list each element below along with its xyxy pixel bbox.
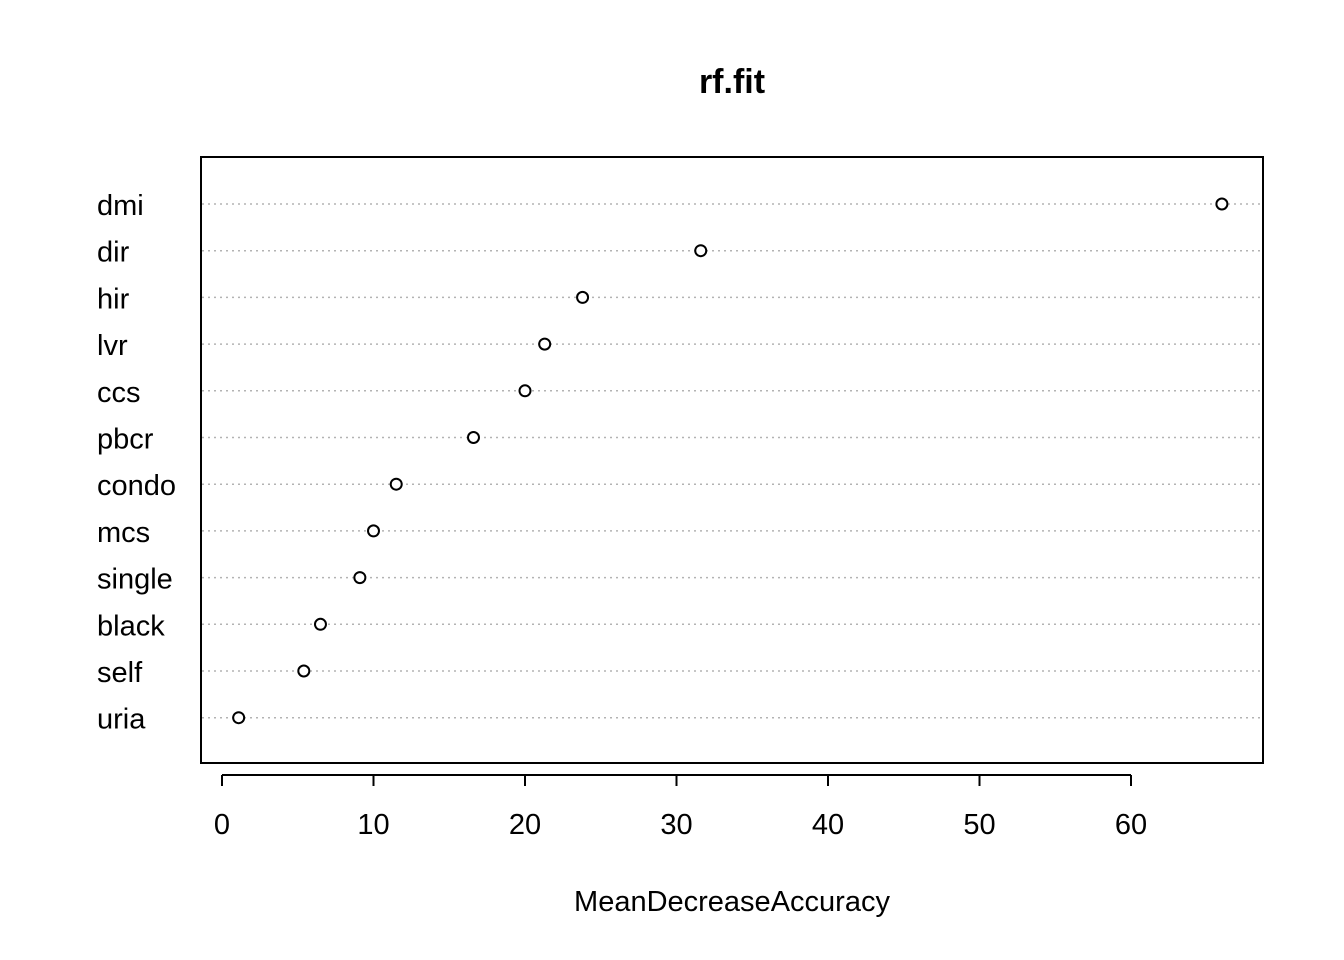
data-point bbox=[313, 617, 327, 631]
category-label: self bbox=[97, 657, 143, 689]
category-label: mcs bbox=[97, 517, 150, 549]
category-label: ccs bbox=[97, 377, 141, 409]
data-point bbox=[576, 290, 590, 304]
x-tick-label: 30 bbox=[660, 809, 692, 841]
x-tick-label: 40 bbox=[812, 809, 844, 841]
category-label: condo bbox=[97, 470, 176, 502]
x-tick-label: 50 bbox=[963, 809, 995, 841]
category-label: pbcr bbox=[97, 424, 154, 456]
data-point bbox=[367, 524, 380, 538]
data-point bbox=[389, 477, 403, 491]
data-point bbox=[466, 431, 480, 444]
category-label: dir bbox=[97, 237, 130, 269]
x-axis: 0 10 20 30 40 50 60 bbox=[214, 774, 1147, 841]
x-axis-title: MeanDecreaseAccuracy bbox=[574, 886, 890, 918]
data-point bbox=[232, 711, 246, 725]
data-points bbox=[232, 197, 1229, 725]
x-tick-label: 20 bbox=[509, 809, 541, 841]
category-label: dmi bbox=[97, 190, 144, 222]
plot-frame bbox=[200, 156, 1264, 764]
data-point bbox=[353, 571, 367, 585]
category-label: uria bbox=[97, 704, 146, 736]
category-label: single bbox=[97, 564, 173, 596]
data-point bbox=[538, 337, 552, 351]
category-label: lvr bbox=[97, 330, 128, 362]
data-point bbox=[518, 384, 532, 398]
guide-lines bbox=[202, 203, 1262, 719]
x-tick-label: 10 bbox=[357, 809, 389, 841]
x-tick-label: 0 bbox=[214, 809, 230, 841]
x-tick-label: 60 bbox=[1115, 809, 1147, 841]
category-labels: dmi dir hir lvr ccs pbcr condo mcs single black se… bbox=[97, 190, 176, 736]
chart-title: rf.fit bbox=[699, 63, 765, 101]
data-point bbox=[1215, 197, 1229, 211]
category-label: black bbox=[97, 610, 165, 642]
data-point bbox=[297, 664, 311, 678]
category-label: hir bbox=[97, 283, 130, 315]
data-point bbox=[694, 244, 708, 258]
